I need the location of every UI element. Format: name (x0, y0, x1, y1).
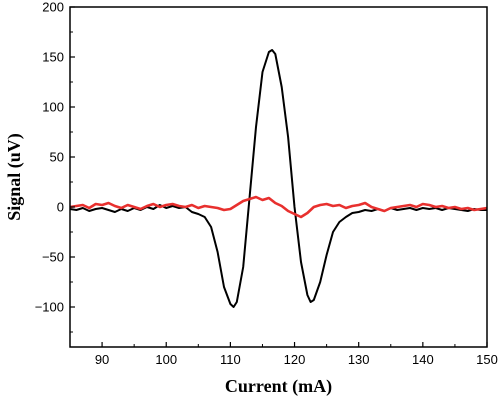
x-tick-label: 100 (155, 352, 177, 367)
x-tick-label: 150 (476, 352, 498, 367)
x-axis-title: Current (mA) (225, 376, 332, 397)
plot-frame (69, 6, 488, 348)
y-tick-label: 200 (42, 0, 64, 15)
x-tick-label: 90 (95, 352, 109, 367)
y-axis-title: Signal (uV) (4, 133, 25, 221)
x-tick-label: 130 (348, 352, 370, 367)
series-line-2 (69, 195, 488, 219)
y-tick-label: −100 (35, 300, 64, 315)
y-tick-label: −50 (42, 250, 64, 265)
y-axis-ticks: −100 −50 0 50 100 150 200 (35, 0, 75, 333)
x-tick-label: 110 (220, 352, 241, 367)
series-layer (69, 49, 488, 308)
x-tick-label: 140 (412, 352, 434, 367)
series-line-1 (69, 49, 487, 308)
y-tick-label: 0 (57, 200, 64, 215)
x-tick-label: 120 (284, 352, 306, 367)
y-tick-label: 100 (42, 100, 64, 115)
y-tick-label: 150 (42, 50, 64, 65)
x-axis-ticks: 90 100 110 120 130 140 150 (69, 342, 498, 367)
y-tick-label: 50 (50, 150, 64, 165)
